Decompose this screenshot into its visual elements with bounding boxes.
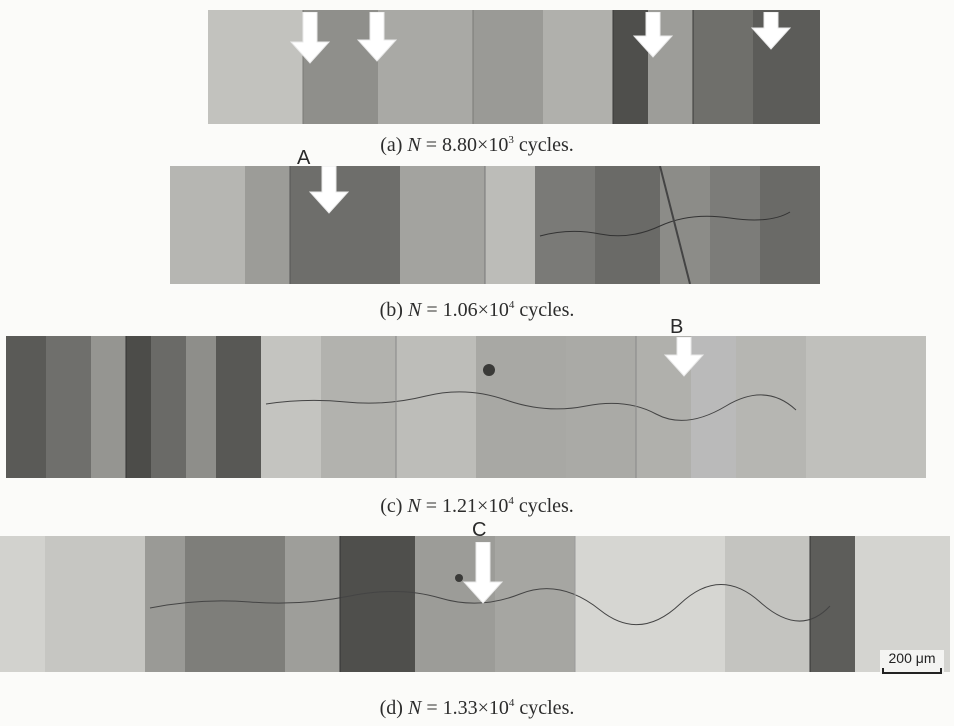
scale-bar-line bbox=[882, 668, 942, 674]
arrow-down-icon bbox=[357, 12, 397, 62]
scale-bar-label: 200 μm bbox=[888, 650, 936, 666]
marker-label-b: B bbox=[670, 316, 684, 338]
arrow-down-icon bbox=[463, 542, 503, 604]
arrow-down-icon bbox=[309, 166, 349, 214]
arrow-down-icon bbox=[633, 12, 673, 58]
micrograph-panel-a bbox=[208, 10, 820, 124]
arrow-down-icon bbox=[751, 12, 791, 50]
marker-label-a: A bbox=[297, 147, 311, 169]
arrow-down-icon bbox=[290, 12, 330, 64]
marker-label-c: C bbox=[472, 519, 487, 541]
arrow-down-icon bbox=[664, 337, 704, 377]
scale-bar: 200 μm bbox=[880, 650, 944, 674]
micrograph-panel-b bbox=[170, 166, 820, 284]
caption-b: (b) N = 1.06×104 cycles. bbox=[379, 299, 575, 321]
micrograph-panel-c bbox=[6, 336, 926, 478]
micrograph-panel-d bbox=[0, 536, 950, 672]
caption-a: (a) N = 8.80×103 cycles. bbox=[380, 134, 574, 156]
caption-d: (d) N = 1.33×104 cycles. bbox=[379, 697, 575, 719]
caption-c: (c) N = 1.21×104 cycles. bbox=[380, 495, 574, 517]
